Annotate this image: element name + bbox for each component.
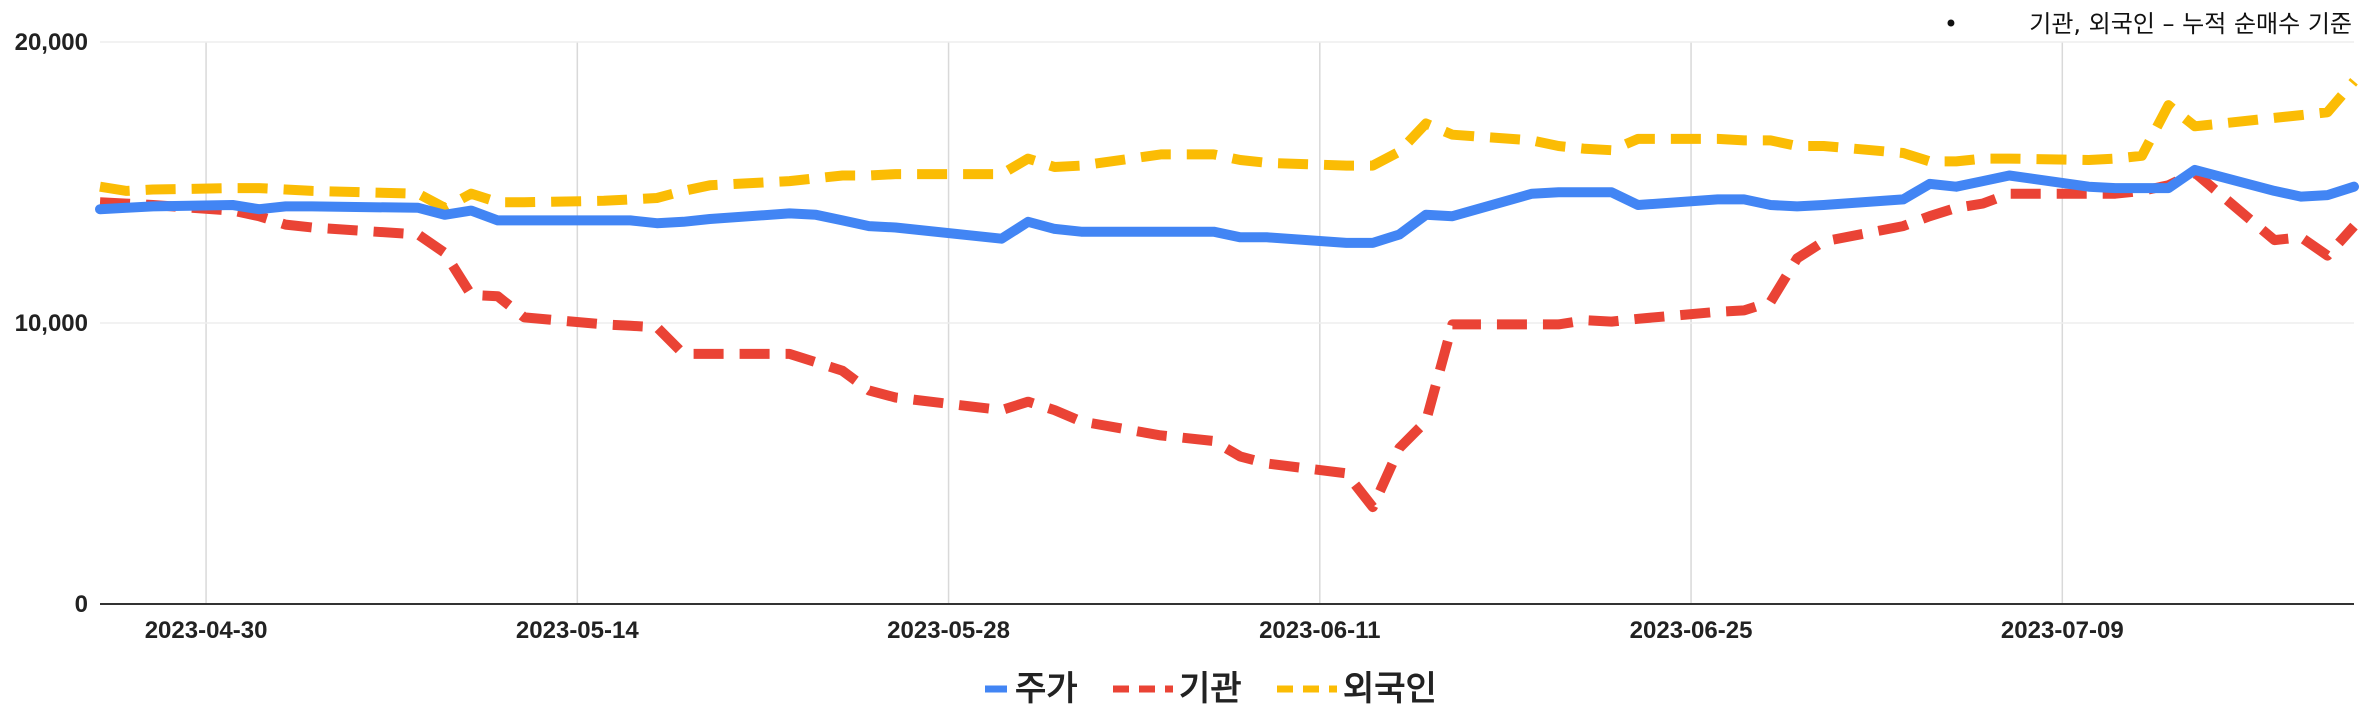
series-line-foreigner <box>99 78 2358 213</box>
legend-label: 외국인 <box>1343 669 1437 709</box>
legend-label: 주가 <box>1015 669 1078 709</box>
series-line-institution <box>99 167 2358 513</box>
chart-note: • 기관, 외국인 – 누적 순매수 기준 <box>1944 10 2352 38</box>
y-axis-tick-labels: 0 10,000 20,000 <box>15 29 88 618</box>
horizontal-gridlines <box>100 41 2354 605</box>
legend-item: 주가 <box>985 669 1078 709</box>
legend-item: 외국인 <box>1277 669 1437 709</box>
y-tick-label: 20,000 <box>15 29 88 56</box>
x-tick-label: 2023-06-11 <box>1259 617 1380 644</box>
x-tick-label: 2023-05-28 <box>887 617 1010 644</box>
note-text: 기관, 외국인 – 누적 순매수 기준 <box>2029 10 2352 38</box>
legend-item: 기관 <box>1113 669 1242 709</box>
series-line-price <box>95 164 2359 248</box>
y-tick-label: 0 <box>75 591 88 618</box>
series-lines <box>95 78 2359 513</box>
note-bullet: • <box>1944 10 1958 38</box>
x-axis-tick-labels: 2023-04-30 2023-05-14 2023-05-28 2023-06-11… <box>145 617 2124 644</box>
legend-label: 기관 <box>1179 669 1242 709</box>
y-tick-label: 10,000 <box>15 310 88 337</box>
x-tick-label: 2023-07-09 <box>2001 617 2124 644</box>
x-tick-label: 2023-05-14 <box>516 617 639 644</box>
x-tick-label: 2023-04-30 <box>145 617 268 644</box>
legend: 주가 기관 외국인 <box>985 669 1437 709</box>
x-tick-label: 2023-06-25 <box>1630 617 1753 644</box>
